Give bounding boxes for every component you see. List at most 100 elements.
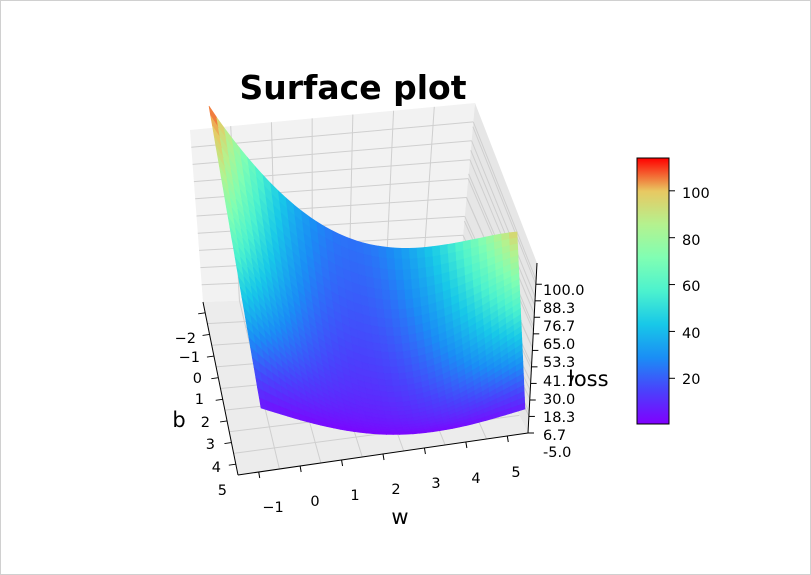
surface-patch: [405, 298, 415, 310]
surface-patch: [390, 411, 400, 416]
surface-patch: [391, 415, 401, 420]
z-axis-ticks: -5.0 6.7 18.3 30.0 41.7 53.3 65.0 76.7 8…: [543, 283, 585, 461]
surface-patch: [381, 289, 391, 301]
x-tick-label: 1: [350, 488, 359, 504]
surface-patch: [401, 258, 412, 271]
surface-patch: [439, 244, 449, 256]
surface-patch: [389, 406, 399, 412]
surface-patch: [387, 344, 397, 353]
surface-patch: [379, 343, 389, 353]
surface-patch: [392, 385, 402, 393]
surface-patch: [371, 255, 381, 269]
x-tick-label: −1: [262, 500, 283, 516]
surface-patch: [378, 326, 388, 337]
y-tick-mark: [198, 312, 206, 315]
surface-patch: [390, 299, 400, 311]
axis-lines: [198, 262, 542, 479]
surface-patch: [382, 366, 392, 375]
y-tick-label: −1: [179, 350, 200, 366]
surface-patch: [408, 247, 418, 260]
surface-patch: [411, 287, 421, 300]
surface-patch: [409, 258, 419, 270]
surface-patch: [370, 244, 380, 258]
surface-patch: [385, 385, 395, 393]
side-wall-grid-line: [472, 126, 537, 285]
surface-patch: [395, 351, 405, 361]
surface-patch: [418, 277, 428, 289]
y-axis-ticks: −2 −1 0 1 2 3 4 5: [175, 331, 227, 499]
surface-patch: [394, 258, 404, 271]
y-tick-label: 5: [218, 483, 227, 499]
surface-patch: [397, 365, 407, 374]
surface-patch: [411, 431, 420, 435]
x-tick-mark: [465, 441, 468, 449]
surface-patch: [379, 335, 389, 345]
surface-patch: [378, 245, 388, 259]
surface-patch: [383, 373, 393, 381]
x-tick-label: 2: [391, 482, 400, 498]
x-tick-mark: [341, 459, 344, 467]
colorbar-tick-label: 60: [682, 279, 700, 295]
colorbar: 20 40 60 80 100: [636, 157, 710, 425]
surface-patch: [382, 406, 392, 412]
side-wall-grid-line: [472, 121, 537, 281]
surface-patch: [381, 358, 391, 368]
surface-patch: [417, 257, 427, 270]
surface-patch: [403, 279, 413, 291]
surface-patch: [399, 317, 409, 328]
chart-title: Surface plot: [240, 68, 467, 107]
surface-patch: [393, 421, 403, 426]
surface-patch: [379, 390, 389, 398]
x-tick-mark: [258, 471, 261, 479]
surface-patch: [386, 391, 396, 398]
y-tick-label: 2: [201, 415, 210, 431]
z-tick-label: 30.0: [543, 392, 575, 408]
surface-patch: [418, 267, 428, 280]
y-tick-label: −2: [175, 331, 196, 347]
surface-patch: [402, 269, 412, 281]
surface-patch: [385, 327, 395, 337]
surface-patch: [410, 268, 420, 280]
surface-patch: [396, 279, 406, 291]
surface-patch: [431, 245, 441, 258]
colorbar-ticks: 20 40 60 80 100: [669, 186, 710, 388]
y-tick-mark: [211, 377, 219, 380]
surface-patch: [391, 373, 400, 381]
surface-patch: [384, 318, 394, 329]
surface-patch: [376, 308, 386, 320]
y-tick-mark: [206, 355, 215, 358]
surface-patch: [387, 269, 397, 281]
y-axis-line: [202, 301, 239, 476]
surface-patch: [395, 269, 405, 281]
surface-patch: [388, 279, 398, 291]
surface-patch: [412, 297, 422, 309]
surface-patch: [432, 255, 442, 267]
surface-patch: [517, 402, 526, 412]
surface-patch: [375, 298, 385, 310]
z-tick-label: 6.7: [543, 428, 566, 444]
surface-patch: [404, 289, 414, 301]
surface-patch: [368, 306, 378, 319]
y-tick-label: 0: [193, 371, 202, 387]
surface-patch: [406, 307, 416, 319]
x-tick-mark: [423, 447, 426, 455]
surface-patch: [385, 246, 396, 260]
x-tick-label: 5: [511, 465, 520, 481]
x-tick-mark: [299, 465, 302, 473]
colorbar-tick-label: 20: [682, 372, 700, 388]
colorbar-gradient: [636, 157, 670, 425]
x-tick-mark: [382, 453, 385, 461]
z-axis-line: [527, 262, 538, 434]
surface-patch: [389, 289, 399, 301]
side-wall-grid-line: [471, 140, 536, 298]
z-tick-label: 76.7: [543, 319, 575, 335]
y-tick-mark: [224, 442, 232, 445]
colorbar-tick-label: 80: [682, 233, 700, 249]
surface-patch: [396, 289, 406, 301]
surface-patch: [397, 432, 407, 435]
surface-patch: [391, 379, 401, 387]
z-axis-label: loss: [568, 367, 609, 391]
surface-patch: [398, 308, 408, 320]
surface-patch: [391, 318, 401, 329]
surface-patch: [398, 372, 407, 381]
